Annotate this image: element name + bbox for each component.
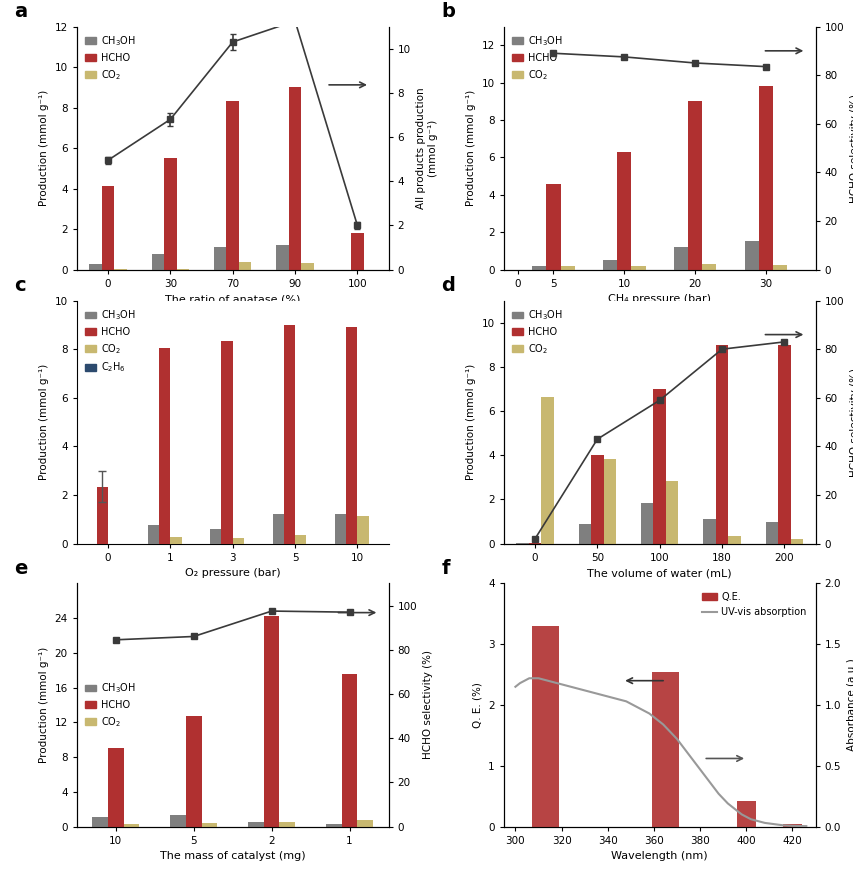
Bar (641, 503, 653, 544)
Bar (170, 815, 186, 827)
Bar (765, 522, 777, 544)
Bar (221, 340, 232, 544)
Bar (772, 265, 786, 270)
Bar (152, 255, 164, 270)
X-axis label: O₂ pressure (bar): O₂ pressure (bar) (185, 568, 280, 578)
Y-axis label: Production (mmol g⁻¹): Production (mmol g⁻¹) (39, 647, 49, 763)
Bar (226, 102, 239, 270)
Text: f: f (441, 559, 450, 578)
Bar (531, 266, 546, 270)
Legend: CH$_3$OH, HCHO, CO$_2$, C$_2$H$_6$: CH$_3$OH, HCHO, CO$_2$, C$_2$H$_6$ (82, 305, 139, 377)
Bar (210, 529, 221, 544)
Legend: Q.E., UV-vis absorption: Q.E., UV-vis absorption (697, 588, 809, 621)
Bar (334, 514, 345, 544)
Bar (688, 102, 701, 270)
Bar (673, 248, 688, 270)
Text: c: c (15, 276, 26, 295)
Text: a: a (15, 2, 27, 21)
Bar (341, 674, 357, 827)
Bar (345, 327, 357, 544)
Bar (170, 537, 182, 544)
Bar (264, 615, 279, 827)
Bar (232, 537, 244, 544)
X-axis label: CH₄ pressure (bar): CH₄ pressure (bar) (607, 294, 711, 304)
Bar (590, 455, 603, 544)
Bar (703, 519, 715, 544)
Bar (744, 240, 758, 270)
Bar (541, 397, 553, 544)
Y-axis label: Production (mmol g⁻¹): Production (mmol g⁻¹) (39, 90, 49, 206)
Y-axis label: HCHO selectivity (%): HCHO selectivity (%) (849, 94, 853, 202)
Bar (701, 264, 716, 270)
Bar (790, 539, 802, 544)
Y-axis label: All products production
(mmol g⁻¹): All products production (mmol g⁻¹) (415, 88, 438, 209)
Legend: CH$_3$OH, HCHO, CO$_2$: CH$_3$OH, HCHO, CO$_2$ (82, 678, 139, 732)
Bar (186, 716, 201, 827)
Bar (782, 824, 801, 827)
Bar (295, 535, 306, 544)
X-axis label: Wavelength (nm): Wavelength (nm) (611, 851, 707, 861)
Bar (516, 543, 528, 544)
Bar (124, 824, 139, 827)
Text: d: d (441, 276, 455, 295)
Bar (177, 269, 189, 270)
Legend: CH$_3$OH, HCHO, CO$_2$: CH$_3$OH, HCHO, CO$_2$ (82, 31, 139, 85)
Bar (159, 348, 170, 544)
Bar (92, 817, 107, 827)
Bar (603, 459, 615, 544)
Bar (560, 266, 574, 270)
Bar (777, 345, 790, 544)
Legend: CH$_3$OH, HCHO, CO$_2$: CH$_3$OH, HCHO, CO$_2$ (508, 31, 566, 85)
Bar (239, 262, 251, 270)
Bar (653, 389, 665, 544)
Bar (272, 514, 283, 544)
Y-axis label: HCHO selectivity (%): HCHO selectivity (%) (849, 368, 853, 476)
Bar (351, 233, 363, 270)
Bar (630, 265, 645, 270)
Y-axis label: HCHO selectivity (%): HCHO selectivity (%) (422, 651, 432, 759)
Bar (301, 263, 313, 270)
Bar (736, 801, 755, 827)
Bar (546, 184, 560, 270)
Bar (651, 672, 678, 827)
Bar (114, 269, 126, 270)
Bar (102, 186, 114, 270)
Bar (288, 88, 301, 270)
Text: e: e (15, 559, 28, 578)
Bar (214, 248, 226, 270)
Legend: CH$_3$OH, HCHO, CO$_2$: CH$_3$OH, HCHO, CO$_2$ (508, 305, 566, 359)
Bar (578, 523, 590, 544)
Bar (276, 245, 288, 270)
Bar (164, 158, 177, 270)
X-axis label: The volume of water (mL): The volume of water (mL) (587, 568, 731, 578)
Y-axis label: Absorbance (a.u.): Absorbance (a.u.) (846, 659, 853, 751)
Bar (728, 536, 740, 544)
Bar (201, 823, 217, 827)
Bar (357, 820, 373, 827)
Bar (602, 260, 617, 270)
Text: b: b (441, 2, 455, 21)
Bar (715, 345, 728, 544)
Bar (248, 822, 264, 827)
Bar (107, 749, 124, 827)
Bar (283, 324, 295, 544)
Bar (617, 152, 630, 270)
Bar (279, 822, 295, 827)
X-axis label: The ratio of anatase (%): The ratio of anatase (%) (165, 294, 300, 304)
Y-axis label: Production (mmol g⁻¹): Production (mmol g⁻¹) (466, 364, 476, 480)
Y-axis label: Q. E. (%): Q. E. (%) (472, 682, 482, 728)
Bar (528, 543, 541, 544)
X-axis label: The mass of catalyst (mg): The mass of catalyst (mg) (160, 851, 305, 861)
Bar (148, 525, 159, 544)
Bar (758, 87, 772, 270)
Bar (665, 481, 677, 544)
Bar (96, 486, 107, 544)
Bar (357, 515, 368, 544)
Bar (90, 263, 102, 270)
Y-axis label: Production (mmol g⁻¹): Production (mmol g⁻¹) (39, 364, 49, 480)
Bar (531, 626, 559, 827)
Bar (326, 824, 341, 827)
Y-axis label: Production (mmol g⁻¹): Production (mmol g⁻¹) (466, 90, 475, 206)
